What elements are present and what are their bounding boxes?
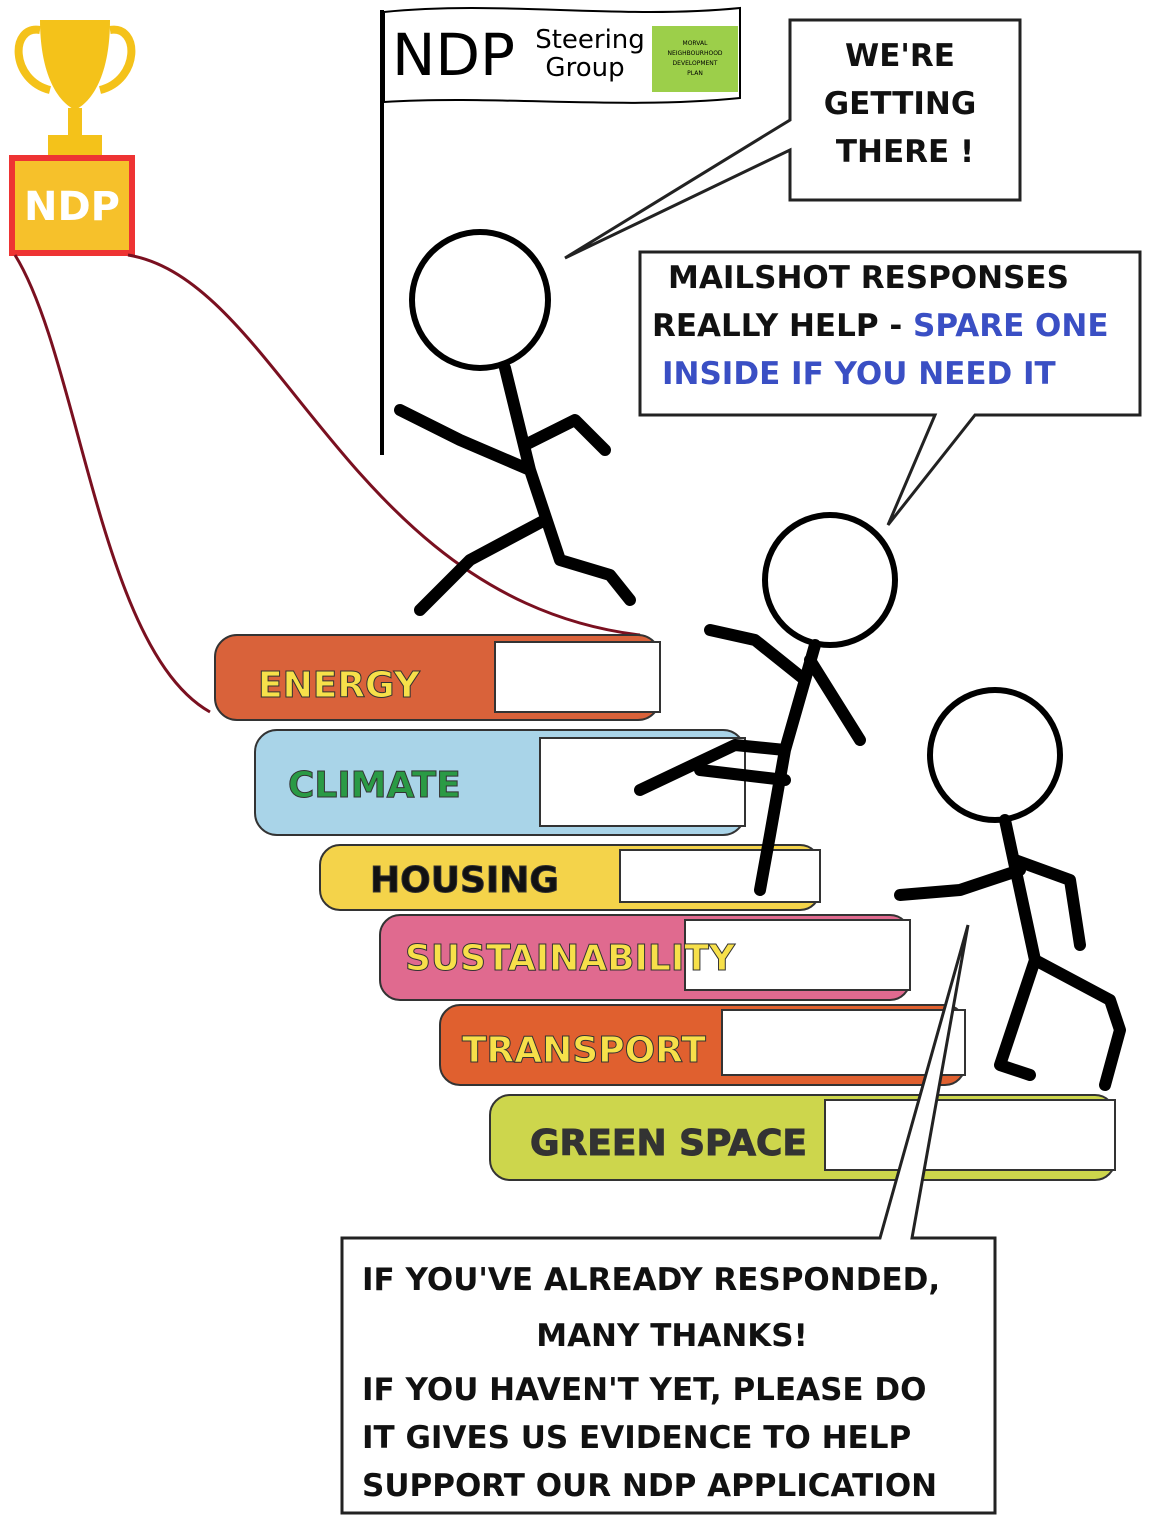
speech-bubble: MAILSHOT RESPONSES REALLY HELP - SPARE O…: [640, 252, 1140, 525]
cartoon: NDP NDP Steering Group MORVAL NEIGHBOURH…: [0, 0, 1159, 1517]
bubble-highlight: INSIDE IF YOU NEED IT: [662, 356, 1056, 392]
bubble-text: REALLY HELP - SPARE ONE: [652, 308, 1109, 344]
logo-text: PLAN: [687, 70, 703, 77]
trophy-label: NDP: [24, 184, 120, 230]
flag-subtitle: Steering: [535, 25, 645, 55]
flag-subtitle: Group: [545, 53, 624, 83]
trophy: NDP: [12, 20, 640, 712]
bubble-text: THERE !: [836, 134, 974, 170]
bubble-text: IF YOU'VE ALREADY RESPONDED,: [362, 1262, 940, 1298]
logo-text: MORVAL: [683, 40, 709, 47]
bubble-text: IF YOU HAVEN'T YET, PLEASE DO: [362, 1372, 926, 1408]
book-label: CLIMATE: [288, 765, 461, 806]
book-label: GREEN SPACE: [530, 1123, 807, 1164]
bubble-text: MANY THANKS!: [536, 1318, 808, 1354]
bubble-text: WE'RE: [845, 38, 955, 74]
book-label: SUSTAINABILITY: [405, 938, 736, 979]
bubble-highlight: SPARE ONE: [913, 308, 1109, 344]
bubble-text: IT GIVES US EVIDENCE TO HELP: [362, 1420, 911, 1456]
bubble-text: SUPPORT OUR NDP APPLICATION: [362, 1468, 937, 1504]
logo-text: DEVELOPMENT: [673, 60, 718, 67]
logo-text: NEIGHBOURHOOD: [667, 50, 722, 57]
flag-title: NDP: [392, 21, 515, 89]
bubble-text: REALLY HELP -: [652, 308, 913, 344]
book-label: TRANSPORT: [462, 1030, 706, 1071]
book-label: ENERGY: [258, 665, 421, 706]
book-label: HOUSING: [370, 860, 559, 901]
bubble-text: GETTING: [824, 86, 977, 122]
bubble-text: MAILSHOT RESPONSES: [668, 260, 1069, 296]
